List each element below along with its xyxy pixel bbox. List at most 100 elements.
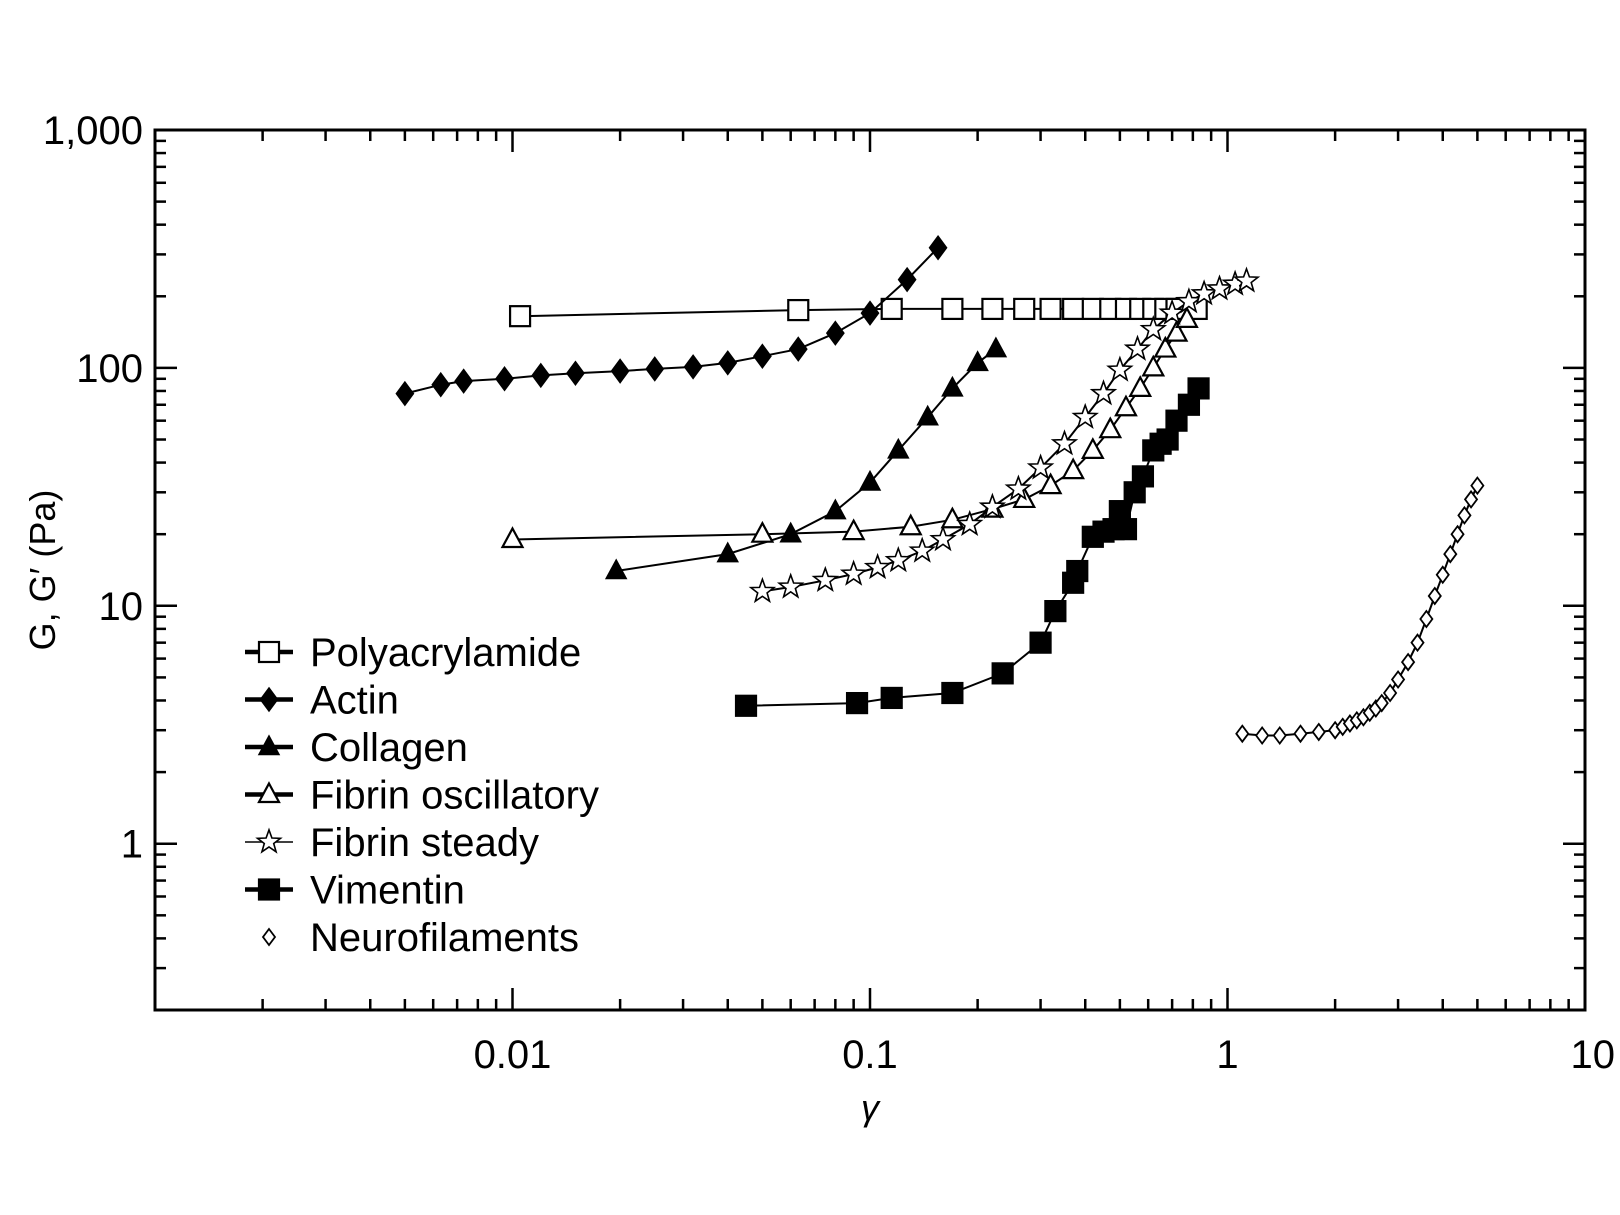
data-point-actin (825, 320, 845, 346)
data-point-collagen (824, 498, 847, 520)
legend-label: Fibrin steady (310, 821, 539, 865)
data-point-fibrin-oscillatory (1153, 335, 1178, 358)
data-point-fibrin-oscillatory (1164, 319, 1189, 342)
data-point-neurofilaments (1390, 670, 1406, 690)
data-point-fibrin-steady (884, 546, 913, 573)
data-point-actin (718, 350, 738, 376)
x-tick-label: 1 (1216, 1033, 1238, 1077)
data-point-neurofilaments (1435, 565, 1450, 585)
data-point-vimentin (1156, 428, 1179, 451)
data-point-vimentin (941, 681, 964, 705)
data-point-fibrin-steady (1050, 429, 1079, 456)
data-point-neurofilaments (1450, 524, 1465, 544)
data-point-neurofilaments (1293, 724, 1308, 744)
y-tick-label: 10 (99, 585, 144, 629)
data-point-neurofilaments (1410, 633, 1425, 653)
legend-item-vimentin: Vimentin (245, 869, 465, 913)
legend-label: Polyacrylamide (310, 631, 581, 675)
legend-item-polyacrylamide: Polyacrylamide (245, 631, 581, 675)
data-point-polyacrylamide (508, 305, 532, 328)
data-point-collagen (941, 375, 964, 397)
series-actin (395, 234, 948, 407)
legend-item-fibrin-steady: Fibrin steady (245, 821, 539, 865)
data-point-vimentin (1066, 559, 1089, 583)
series-line-fibrin-oscillatory (512, 318, 1188, 541)
data-point-fibrin-steady (1071, 402, 1099, 430)
data-point-neurofilaments (1463, 489, 1479, 509)
data-point-actin (645, 356, 665, 382)
data-point-neurofilaments (1382, 683, 1398, 703)
data-point-fibrin-steady (908, 536, 936, 563)
y-tick-label: 1,000 (43, 109, 143, 153)
data-point-fibrin-steady (1089, 379, 1118, 406)
data-point-collagen (984, 336, 1008, 358)
data-point-fibrin-steady (748, 576, 777, 604)
data-point-collagen (604, 558, 628, 580)
data-point-fibrin-oscillatory (1128, 375, 1153, 398)
x-tick-label: 0.01 (474, 1033, 552, 1077)
data-point-fibrin-steady (1232, 266, 1261, 293)
data-point-neurofilaments (1443, 544, 1458, 564)
data-point-fibrin-steady (1026, 453, 1055, 480)
legend-marker (257, 781, 281, 804)
data-point-polyacrylamide (1013, 297, 1036, 321)
series-fibrin-steady (748, 266, 1261, 604)
data-point-polyacrylamide (1039, 297, 1062, 321)
y-axis-title: G, G′ (Pa) (22, 490, 63, 651)
data-point-neurofilaments (1235, 724, 1250, 744)
data-point-fibrin-steady (1123, 334, 1152, 361)
data-point-fibrin-steady (929, 525, 957, 552)
data-point-vimentin (1044, 600, 1067, 623)
data-point-vimentin (1114, 518, 1138, 541)
data-point-fibrin-oscillatory (750, 520, 775, 543)
data-point-actin (566, 360, 585, 386)
data-point-fibrin-steady (839, 559, 868, 586)
data-point-actin (531, 362, 551, 389)
y-tick-labels: 1 10 100 1,000 (43, 109, 143, 867)
legend-label: Fibrin oscillatory (310, 774, 599, 818)
legend-item-neurofilaments: Neurofilaments (261, 916, 579, 960)
data-point-vimentin (845, 691, 869, 715)
data-point-fibrin-oscillatory (1098, 416, 1123, 439)
data-point-actin (610, 358, 630, 384)
data-point-actin (683, 354, 703, 380)
series-line-collagen (616, 348, 997, 572)
legend-label: Actin (310, 679, 399, 723)
data-point-fibrin-oscillatory (1038, 472, 1063, 495)
data-point-vimentin (734, 694, 758, 717)
legend-label: Neurofilaments (310, 916, 579, 960)
data-point-actin (454, 368, 474, 394)
y-tick-label: 100 (76, 347, 143, 391)
tick-marks (153, 130, 1585, 1012)
data-series (395, 234, 1485, 746)
data-point-actin (860, 300, 880, 326)
data-point-neurofilaments (1374, 693, 1389, 713)
data-point-fibrin-oscillatory (1061, 457, 1085, 480)
legend-marker (259, 686, 279, 713)
data-point-vimentin (991, 662, 1014, 685)
data-point-polyacrylamide (981, 297, 1004, 321)
data-point-fibrin-steady (1004, 474, 1033, 501)
data-point-vimentin (1187, 377, 1210, 400)
x-axis-title: γ (861, 1087, 881, 1128)
series-neurofilaments (1235, 476, 1485, 746)
data-point-actin (928, 234, 948, 261)
data-point-collagen (966, 350, 989, 372)
data-point-collagen (858, 469, 882, 491)
data-point-polyacrylamide (1062, 297, 1085, 321)
data-point-actin (395, 380, 415, 407)
data-point-neurofilaments (1311, 722, 1326, 742)
data-point-neurofilaments (1427, 586, 1442, 606)
series-line-actin (404, 247, 939, 395)
data-point-polyacrylamide (787, 298, 810, 322)
x-tick-labels: 0.01 0.1 1 10 (474, 1033, 1615, 1077)
data-point-fibrin-steady (811, 565, 840, 593)
data-point-fibrin-steady (1158, 298, 1186, 325)
legend-item-fibrin-oscillatory: Fibrin oscillatory (245, 774, 599, 818)
data-point-vimentin (1131, 465, 1155, 488)
legend-marker (261, 927, 277, 947)
series-line-vimentin (745, 387, 1200, 707)
data-point-fibrin-oscillatory (841, 518, 866, 541)
legend-marker (257, 878, 281, 901)
